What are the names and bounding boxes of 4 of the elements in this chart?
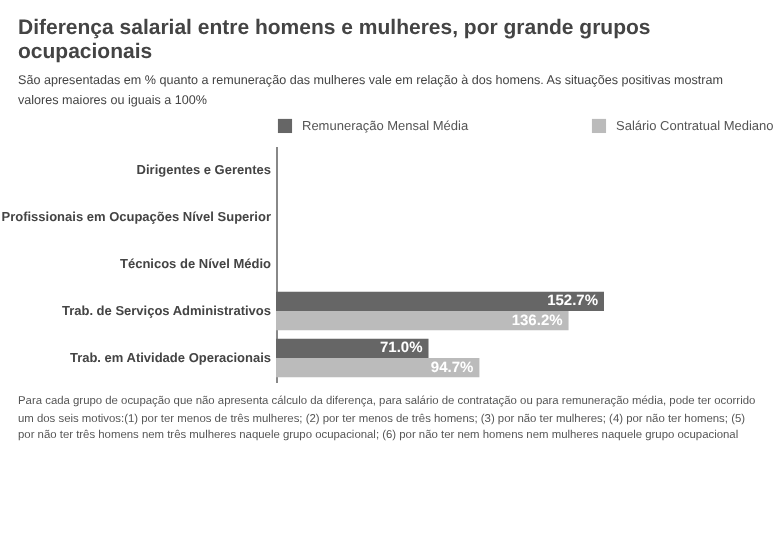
chart-title: Diferença salarial entre homens e mulheres, por grande grupos ocupacionais xyxy=(18,16,653,64)
bar xyxy=(276,358,480,378)
bar xyxy=(276,291,604,312)
bar xyxy=(276,311,569,331)
